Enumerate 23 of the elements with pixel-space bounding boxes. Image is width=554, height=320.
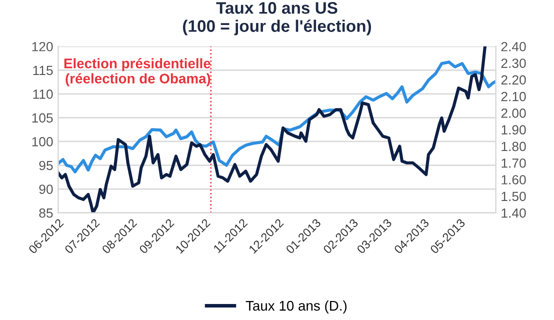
y2-tick-label: 1.80 [502,142,526,152]
y2-tick-label: 1.50 [502,192,526,202]
y2-tick-label: 2.10 [501,92,526,102]
y-tick-label: 85 [39,208,53,218]
y2-tick-label: 2.40 [501,42,526,52]
y-tick-label: 115 [33,66,53,76]
y-tick-label: 95 [39,160,53,170]
y2-tick-label: 2.30 [501,58,526,68]
y-tick-label: 105 [32,113,53,123]
y2-tick-label: 1.70 [502,158,526,168]
y2-tick-label: 1.90 [502,125,526,135]
chart-title: Taux 10 ans US (100 = jour de l'élection) [183,2,372,36]
line-series [58,46,487,213]
y-tick-label: 90 [39,184,53,194]
y2-tick-label: 1.40 [502,208,526,218]
y2-tick-label: 2.20 [501,75,526,85]
y2-tick-label: 2.00 [501,108,526,118]
ref-line-label: Election présidentielle (réelection de Obama) [64,58,210,86]
y-tick-label: 110 [33,90,53,99]
y-tick-label: 100 [32,137,53,146]
y2-tick-label: 1.60 [502,175,526,184]
legend-label: Taux 10 ans (D.) [246,300,347,314]
y-tick-label: 120 [32,42,53,52]
